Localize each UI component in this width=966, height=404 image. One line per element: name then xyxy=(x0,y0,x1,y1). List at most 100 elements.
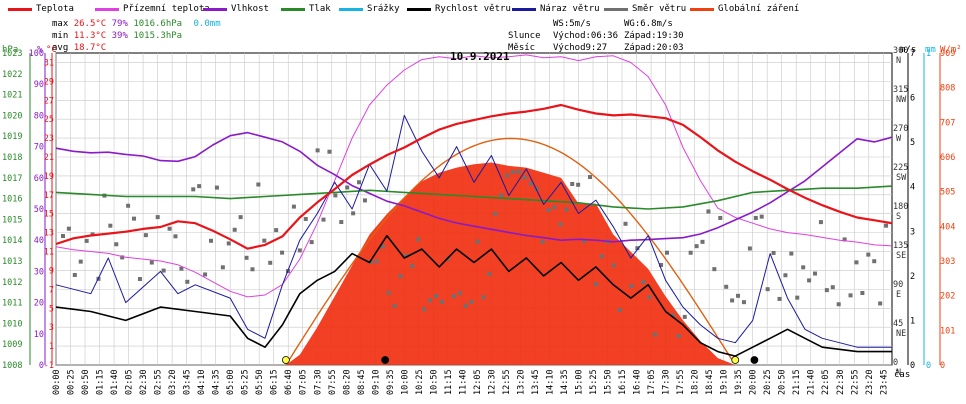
series-smer-vetru-point xyxy=(878,301,883,306)
x-tick-label: 04:10 xyxy=(197,369,207,395)
series-smer-vetru-point xyxy=(386,290,391,295)
tick-temperature: 13 xyxy=(44,229,54,239)
series-smer-vetru-point xyxy=(522,175,527,180)
series-smer-vetru-point xyxy=(736,293,741,298)
series-smer-vetru-point xyxy=(664,250,669,255)
series-smer-vetru-point xyxy=(848,293,853,298)
series-smer-vetru-point xyxy=(315,148,320,153)
series-naraz-vetru xyxy=(55,114,892,348)
stat-hum: 39% xyxy=(111,31,128,41)
tick-humidity: 80 xyxy=(34,111,44,121)
stat-label: min xyxy=(52,31,69,41)
x-tick-label: 00:00 xyxy=(52,369,62,395)
series-smer-vetru-point xyxy=(576,182,581,187)
tick-radiation: 505 xyxy=(940,188,955,198)
tick-pressure: 1012 xyxy=(2,278,22,288)
series-smer-vetru-point xyxy=(357,180,362,185)
x-tick-label: 12:05 xyxy=(473,369,483,395)
tick-humidity: 60 xyxy=(34,174,44,184)
info-slunce-vychod: Východ:06:36 xyxy=(553,31,619,41)
legend-label: Tlak xyxy=(309,4,331,14)
tick-pressure: 1013 xyxy=(2,257,22,267)
series-smer-vetru-point xyxy=(570,181,575,186)
tick-humidity: 30 xyxy=(34,267,44,277)
x-tick-label: 05:00 xyxy=(226,369,236,395)
tick-pressure: 1017 xyxy=(2,174,22,184)
series-smer-vetru-point xyxy=(203,272,208,277)
series-smer-vetru-point xyxy=(860,290,865,295)
series-smer-vetru-point xyxy=(884,223,889,228)
x-tick-label: 03:45 xyxy=(183,369,193,395)
legend-swatch xyxy=(512,7,536,11)
tick-pressure: 1021 xyxy=(2,91,22,101)
series-smer-vetru-point xyxy=(676,334,681,339)
x-tick-label: 06:15 xyxy=(270,369,280,395)
tick-temperature: 15 xyxy=(44,210,54,220)
tick-pressure: 1023 xyxy=(2,49,22,59)
x-tick-label: 14:10 xyxy=(545,369,555,395)
series-smer-vetru-point xyxy=(801,265,806,270)
x-tick-label: 11:40 xyxy=(458,369,468,395)
x-tick-label: 19:35 xyxy=(734,369,744,395)
series-smer-vetru-point xyxy=(368,260,373,265)
series-smer-vetru-point xyxy=(741,300,746,305)
stat-temp: 18.7°C xyxy=(73,43,107,53)
tick-temperature: 1 xyxy=(49,342,54,352)
series-smer-vetru-point xyxy=(866,252,871,257)
stat-label: avg xyxy=(52,43,69,53)
tick-pressure: 1008 xyxy=(2,361,22,371)
series-smer-vetru-point xyxy=(528,181,533,186)
x-tick-label: 09:10 xyxy=(371,369,381,395)
x-tick-label: 23:45 xyxy=(879,369,889,395)
series-smer-vetru-point xyxy=(558,222,563,227)
x-tick-label: 03:20 xyxy=(168,369,178,395)
series-smer-vetru-point xyxy=(238,215,243,220)
stats-min-row: min 11.3°C 39% 1015.3hPa xyxy=(52,31,182,41)
series-smer-vetru-point xyxy=(179,266,184,271)
series-smer-vetru-point xyxy=(694,244,699,249)
series-smer-vetru-point xyxy=(250,267,255,272)
series-smer-vetru-point xyxy=(84,238,89,243)
tick-radiation: 303 xyxy=(940,257,955,267)
tick-temperature: 25 xyxy=(44,115,54,125)
tick-radiation: 707 xyxy=(940,118,955,128)
tick-rain: 1 xyxy=(926,49,931,59)
series-smer-vetru-point xyxy=(309,240,314,245)
series-smer-vetru-point xyxy=(670,313,675,318)
x-tick-label: 18:20 xyxy=(691,369,701,395)
x-tick-label: 07:55 xyxy=(328,369,338,395)
series-smer-vetru-point xyxy=(232,227,237,232)
series-smer-vetru-point xyxy=(647,295,652,300)
tick-wind-dir: 90 xyxy=(893,280,903,290)
legend-item-prizemni-teplota: Přízemní teplota xyxy=(95,3,210,15)
x-tick-label: 22:05 xyxy=(821,369,831,395)
series-smer-vetru-point xyxy=(830,285,835,290)
series-smer-vetru-point xyxy=(392,303,397,308)
series-smer-vetru-point xyxy=(161,268,166,273)
series-smer-vetru-point xyxy=(753,215,758,220)
series-smer-vetru-point xyxy=(587,175,592,180)
marker-sunset xyxy=(731,356,740,364)
series-smer-vetru-point xyxy=(398,274,403,279)
series-smer-vetru-point xyxy=(428,298,433,303)
series-smer-vetru-point xyxy=(552,205,557,210)
tick-radiation: 101 xyxy=(940,326,955,336)
x-tick-label: 20:50 xyxy=(778,369,788,395)
series-smer-vetru-point xyxy=(362,198,367,203)
axis-title-hpa: hPa xyxy=(2,45,18,55)
info-mesic-vychod: Východ9:27 xyxy=(553,43,608,53)
series-smer-vetru-point xyxy=(66,226,71,231)
tick-humidity: 0 xyxy=(39,361,44,371)
series-smer-vetru-point xyxy=(262,238,267,243)
x-tick-label: 18:45 xyxy=(705,369,715,395)
legend-item-smer-vetru: Směr větru xyxy=(604,3,686,15)
series-smer-vetru-point xyxy=(516,169,521,174)
tick-wind-speed: 3 xyxy=(910,227,915,237)
series-smer-vetru-point xyxy=(167,226,172,231)
series-smer-vetru-point xyxy=(765,287,770,292)
marker-sunrise xyxy=(281,356,290,364)
x-tick-label: 04:35 xyxy=(212,369,222,395)
tick-humidity: 10 xyxy=(34,330,44,340)
stat-rain: 0.0mm xyxy=(193,19,221,29)
theoretical-radiation-curve xyxy=(285,137,733,366)
